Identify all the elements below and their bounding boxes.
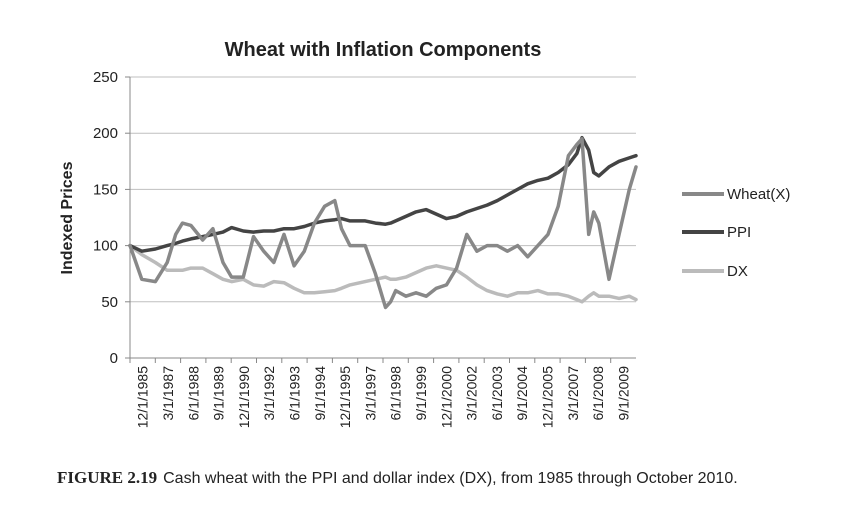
y-tick-label: 150	[93, 181, 118, 198]
chart: Wheat with Inflation Components Indexed …	[59, 39, 790, 428]
y-axis-label: Indexed Prices	[59, 161, 76, 274]
x-tick-label: 12/1/1985	[135, 366, 151, 428]
x-tick-label: 3/1/2007	[565, 366, 581, 421]
x-tick-labels: 12/1/1985 3/1/1987 6/1/1988 9/1/1989 12/1/19…	[129, 358, 631, 428]
x-tick-label: 6/1/2003	[489, 366, 505, 421]
x-tick-label: 3/1/2002	[464, 366, 480, 421]
series-lines	[128, 135, 638, 310]
x-tick-label: 6/1/2008	[590, 366, 606, 421]
x-tick-label: 3/1/1997	[362, 366, 378, 421]
x-tick-label: 9/1/2004	[514, 366, 530, 421]
legend-label: Wheat(X)	[727, 186, 790, 203]
y-tick-label: 250	[93, 69, 118, 86]
x-tick-label: 12/1/1990	[236, 366, 252, 428]
x-tick-label: 12/1/2005	[539, 366, 555, 428]
y-tick-label: 200	[93, 125, 118, 142]
y-tick-label: 0	[110, 350, 118, 367]
legend: Wheat(X) PPI DX	[682, 186, 790, 280]
axes	[129, 77, 636, 359]
series-line-ppi	[128, 135, 638, 253]
x-tick-label: 9/1/2009	[615, 366, 631, 421]
legend-label: PPI	[727, 224, 751, 241]
caption-text: Cash wheat with the PPI and dollar index…	[163, 470, 738, 487]
gridlines	[130, 76, 636, 303]
x-tick-label: 12/1/2000	[438, 366, 454, 428]
figure-caption: FIGURE 2.19 Cash wheat with the PPI and d…	[57, 467, 777, 489]
x-tick-label: 9/1/1994	[312, 366, 328, 421]
x-tick-label: 6/1/1993	[286, 366, 302, 421]
x-tick-label: 9/1/1989	[211, 366, 227, 421]
x-tick-label: 6/1/1998	[388, 366, 404, 421]
y-tick-labels: 0 50 100 150 200 250	[93, 69, 130, 367]
chart-title: Wheat with Inflation Components	[225, 39, 542, 61]
x-tick-label: 6/1/1988	[185, 366, 201, 421]
y-tick-label: 50	[101, 294, 118, 311]
x-tick-label: 3/1/1992	[261, 366, 277, 421]
legend-label: DX	[727, 263, 748, 280]
y-tick-label: 100	[93, 238, 118, 255]
x-tick-label: 12/1/1995	[337, 366, 353, 428]
series-line-wheat-x	[128, 137, 638, 310]
x-tick-label: 9/1/1999	[413, 366, 429, 421]
series-line-dx	[128, 243, 638, 304]
x-tick-label: 3/1/1987	[160, 366, 176, 421]
figure-label: FIGURE 2.19	[57, 468, 158, 487]
